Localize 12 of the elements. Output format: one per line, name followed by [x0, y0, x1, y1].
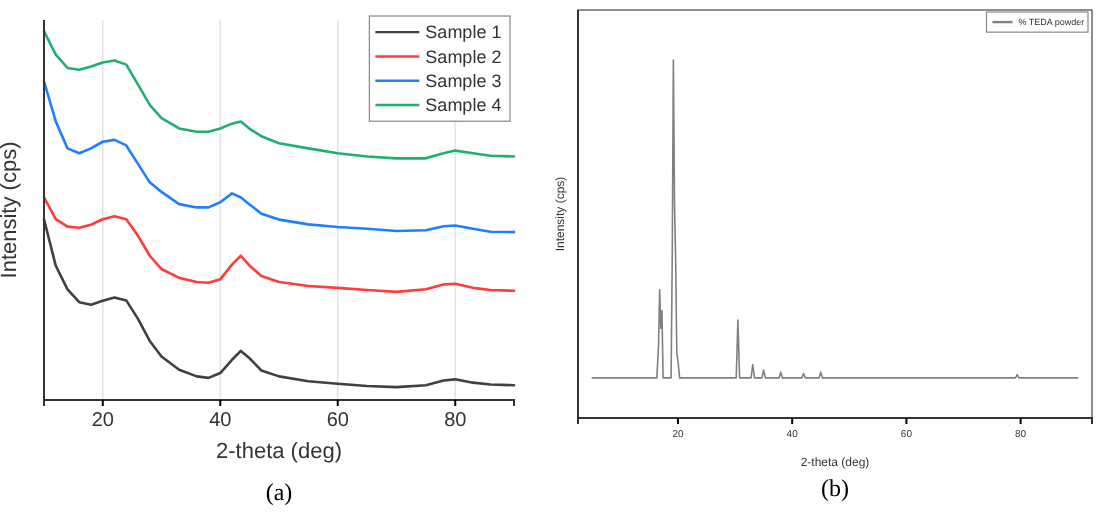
- legend-label: Sample 4: [425, 95, 502, 116]
- text: (b): [821, 474, 849, 502]
- x-tick-label: 80: [444, 410, 468, 433]
- x-axis-title: 2-theta (deg): [216, 440, 342, 464]
- text: (a): [265, 478, 293, 506]
- y-axis-title: Intensity (cps): [0, 141, 22, 279]
- legend-label: Sample 3: [425, 71, 502, 92]
- legend-label: Sample 1: [425, 22, 502, 43]
- x-tick-label: 40: [209, 410, 233, 433]
- x-tick-label: 20: [91, 410, 115, 433]
- legend-label: Sample 2: [425, 46, 502, 67]
- x-tick-label: 60: [326, 410, 350, 433]
